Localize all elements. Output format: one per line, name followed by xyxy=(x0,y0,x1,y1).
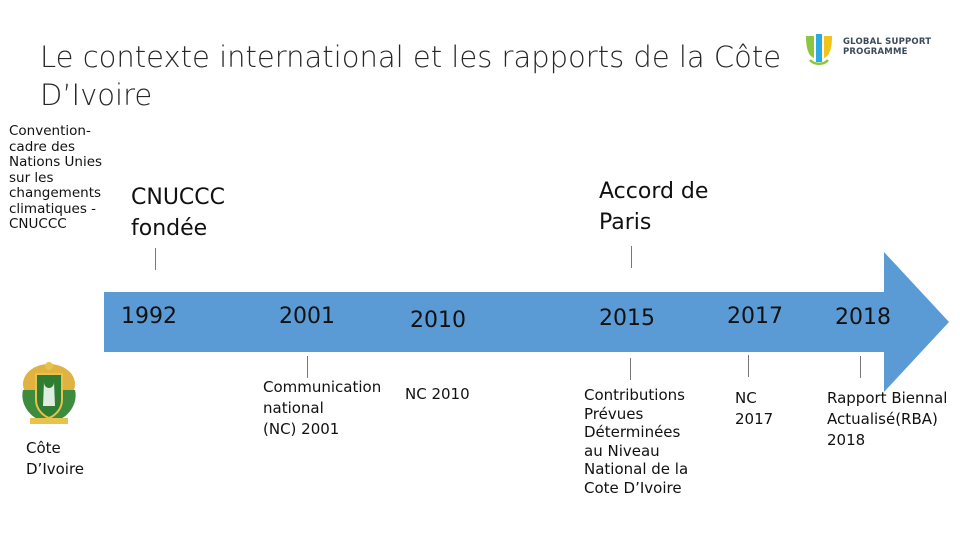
global-support-programme-logo: GLOBAL SUPPORT PROGRAMME xyxy=(800,32,940,68)
year-2001: 2001 xyxy=(279,304,335,329)
event-nc-2010: NC 2010 xyxy=(405,385,470,403)
year-2010: 2010 xyxy=(410,308,466,333)
tick-2001-bottom xyxy=(307,356,308,378)
event-rba-2018: Rapport Biennal Actualisé(RBA) 2018 xyxy=(827,389,948,449)
event-cpdn: Contributions Prévues Déterminées au Niv… xyxy=(584,386,689,497)
emblem-label: Côte D’Ivoire xyxy=(26,439,85,478)
logo-text-line2: PROGRAMME xyxy=(843,47,908,57)
tick-2015-top xyxy=(631,246,632,268)
tick-2018-bottom xyxy=(860,356,861,378)
event-nc-2017: NC 2017 xyxy=(735,389,774,428)
tick-2017-bottom xyxy=(748,355,749,377)
cote-divoire-coat-of-arms-icon xyxy=(14,360,84,428)
event-cnuccc-fondee: CNUCCC fondée xyxy=(131,185,226,241)
tick-1992-top xyxy=(155,248,156,270)
year-2017: 2017 xyxy=(727,304,783,329)
year-1992: 1992 xyxy=(121,304,177,329)
year-2018: 2018 xyxy=(835,305,891,330)
year-2015: 2015 xyxy=(599,306,655,331)
logo-text: GLOBAL SUPPORT PROGRAMME xyxy=(843,37,931,57)
tick-2015-bottom xyxy=(630,358,631,380)
event-accord-de-paris: Accord de Paris xyxy=(599,179,709,235)
side-label-cnuccc: Convention-cadre des Nations Unies sur l… xyxy=(9,123,103,232)
slide-title: Le contexte international et les rapport… xyxy=(40,40,782,112)
timeline-arrow xyxy=(104,252,954,396)
event-nc-2001: Communication national (NC) 2001 xyxy=(263,378,382,438)
logo-text-line1: GLOBAL SUPPORT xyxy=(843,37,932,47)
timeline-arrow-shape xyxy=(104,252,949,392)
logo-mark-icon xyxy=(806,34,832,65)
